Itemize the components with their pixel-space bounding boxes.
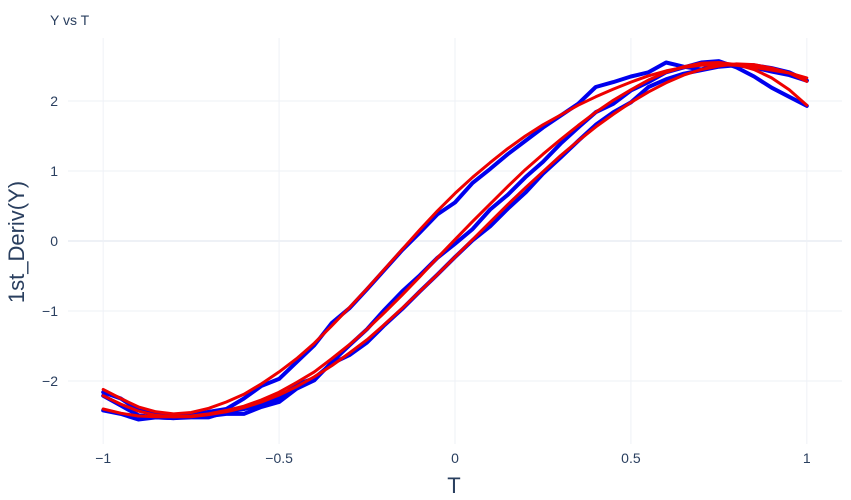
y-tick-label: −1 xyxy=(42,303,58,319)
y-axis-title: 1st_Deriv(Y) xyxy=(4,181,29,303)
x-axis-title: T xyxy=(447,473,460,498)
y-tick-label: 1 xyxy=(50,163,58,179)
x-tick-label: −1 xyxy=(95,450,111,466)
chart-title: Y vs T xyxy=(50,12,90,28)
x-tick-label: 1 xyxy=(803,450,811,466)
series-lines xyxy=(101,59,809,422)
y-tick-label: 2 xyxy=(50,93,58,109)
y-tick-label: 0 xyxy=(50,233,58,249)
x-tick-label: −0.5 xyxy=(265,450,293,466)
x-axis-ticks: −1 −0.5 0 0.5 1 xyxy=(95,450,811,466)
y-tick-label: −2 xyxy=(42,373,58,389)
smooth-series-line xyxy=(101,62,809,419)
x-tick-label: 0 xyxy=(451,450,459,466)
x-tick-label: 0.5 xyxy=(621,450,641,466)
gridlines xyxy=(68,38,842,444)
y-axis-ticks: −2 −1 0 1 2 xyxy=(42,93,58,389)
